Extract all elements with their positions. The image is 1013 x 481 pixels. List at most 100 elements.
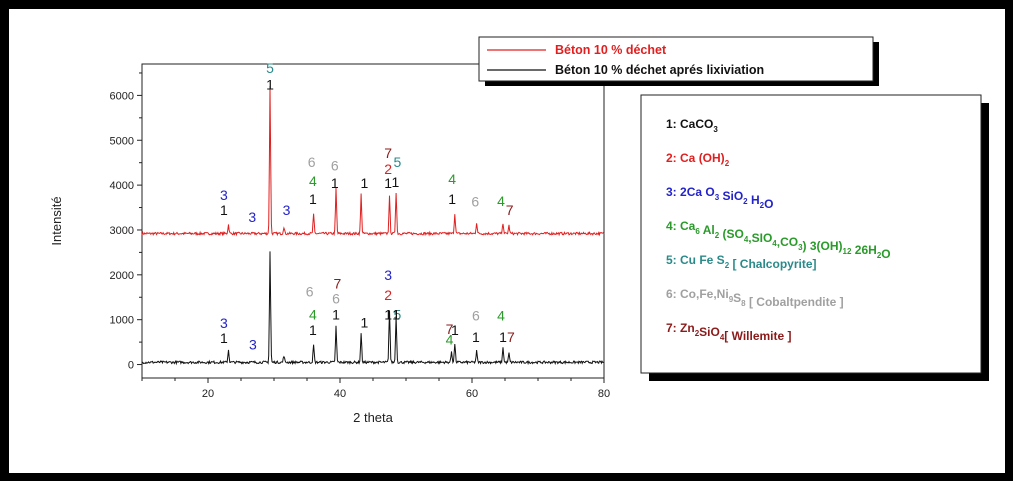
x-tick-label: 40 <box>334 388 346 400</box>
peak-marker: 3 <box>249 337 257 353</box>
formula-text: SiO <box>699 325 720 339</box>
formula-text: S <box>733 291 741 305</box>
plot-frame <box>141 63 605 379</box>
formula-subscript: 3 <box>798 243 803 252</box>
formula-subscript: 3 <box>715 193 720 202</box>
x-axis-label: 2 theta <box>353 410 394 425</box>
phase-number: 3: <box>666 185 680 199</box>
formula-text: [ Cobaltpendite ] <box>746 295 844 309</box>
series-line-2 <box>141 251 605 366</box>
peak-marker: 3 <box>220 187 228 203</box>
formula-subscript: 2 <box>725 159 730 168</box>
peak-marker: 1 <box>220 202 228 218</box>
formula-text: Ca (OH) <box>680 151 725 165</box>
peak-marker: 4 <box>448 171 456 187</box>
series-line-1 <box>141 85 605 237</box>
peak-marker: 5 <box>394 307 402 323</box>
peak-marker: 1 <box>472 329 480 345</box>
figure-canvas: 20 40 60 80 0 1000 2000 3000 4000 5000 6000 2 theta… <box>9 9 1005 473</box>
peak-marker: 1 <box>220 330 228 346</box>
formula-subscript: 4 <box>772 239 777 248</box>
y-tick-label: 0 <box>128 360 134 372</box>
phase-entry-1: 1: CaCO3 <box>666 117 718 134</box>
peak-marker: 1 <box>448 191 456 207</box>
peak-marker: 1 <box>392 307 400 323</box>
formula-subscript: 2 <box>877 251 882 260</box>
peak-marker: 1 <box>451 322 459 338</box>
peak-marker: 4 <box>497 308 505 324</box>
y-tick-label: 1000 <box>110 315 134 327</box>
y-tick-label: 3000 <box>110 225 134 237</box>
formula-subscript: 4 <box>720 333 725 342</box>
x-tick-label: 80 <box>598 388 610 400</box>
formula-subscript: 9 <box>729 295 734 304</box>
peak-marker: 2 <box>384 287 392 303</box>
peak-marker: 6 <box>306 283 314 299</box>
phase-entry-6: 6: Co,Fe,Ni9S8 [ Cobaltpendite ] <box>666 287 844 309</box>
formula-text: (SO <box>719 227 744 241</box>
legend-label-1: Béton 10 % déchet <box>555 43 667 57</box>
phase-number: 5: <box>666 253 680 267</box>
phase-number: 6: <box>666 287 680 301</box>
peak-marker: 3 <box>220 315 228 331</box>
formula-text: Al <box>700 223 715 237</box>
formula-subscript: 3 <box>713 125 718 134</box>
peak-marker: 3 <box>384 267 392 283</box>
peak-marker: 1 <box>361 314 369 330</box>
formula-subscript: 2 <box>695 329 700 338</box>
y-tick-label: 5000 <box>110 135 134 147</box>
peak-marker: 1 <box>392 174 400 190</box>
plot-area: 20 40 60 80 0 1000 2000 3000 4000 5000 6000 2 theta… <box>49 60 610 425</box>
x-tick-label: 20 <box>202 388 214 400</box>
peak-marker: 1 <box>499 329 507 345</box>
series-legend: Béton 10 % déchet Béton 10 % déchet aprés… <box>478 36 879 86</box>
legend-label-2: Béton 10 % déchet aprés lixiviation <box>555 63 764 77</box>
phase-entry-3: 3: 2Ca O3 SiO2 H2O <box>666 185 773 211</box>
formula-subscript: 8 <box>741 299 746 308</box>
formula-text: H <box>748 193 760 207</box>
peak-marker: 4 <box>309 307 317 323</box>
formula-text: 2Ca O <box>680 185 715 199</box>
formula-text: Cu Fe S <box>680 253 725 267</box>
phase-entry-5: 5: Cu Fe S2 [ Chalcopyrite] <box>666 253 817 271</box>
peak-marker: 1 <box>331 175 339 191</box>
peak-marker: 1 <box>384 307 392 323</box>
formula-text: Co,Fe,Ni <box>680 287 729 301</box>
formula-text: [ Willemite ] <box>724 329 791 343</box>
formula-subscript: 2 <box>725 261 730 270</box>
phase-entry-4: 4: Ca6 Al2 (SO4,SIO4,CO3) 3(OH)12 26H2O <box>666 219 891 261</box>
peak-marker: 3 <box>248 209 256 225</box>
x-tick-label: 60 <box>466 388 478 400</box>
formula-subscript: 2 <box>760 201 765 210</box>
phase-entry-7: 7: Zn2SiO4[ Willemite ] <box>666 321 792 343</box>
peak-marker: 4 <box>446 331 454 347</box>
y-axis-label: Intensité <box>49 196 64 245</box>
phase-number: 4: <box>666 219 680 233</box>
peak-marker: 6 <box>332 291 340 307</box>
peak-marker: 5 <box>266 60 274 76</box>
phase-number: 7: <box>666 321 680 335</box>
formula-text: O <box>881 247 890 261</box>
phase-entry-2: 2: Ca (OH)2 <box>666 151 730 168</box>
phase-number: 2: <box>666 151 680 165</box>
peak-marker: 6 <box>331 157 339 173</box>
formula-text: ,SIO <box>748 231 772 245</box>
peak-marker: 1 <box>384 175 392 191</box>
formula-subscript: 2 <box>715 231 720 240</box>
peak-marker: 2 <box>384 161 392 177</box>
formula-text: Ca <box>680 219 696 233</box>
formula-subscript: 2 <box>743 197 748 206</box>
formula-text: ) 3(OH) <box>803 239 843 253</box>
peak-marker: 4 <box>497 193 505 209</box>
peak-marker: 7 <box>333 275 341 291</box>
peak-marker: 6 <box>472 308 480 324</box>
peak-marker: 7 <box>446 321 454 337</box>
y-tick-label: 4000 <box>110 180 134 192</box>
peak-marker: 1 <box>309 322 317 338</box>
formula-subscript: 12 <box>843 247 852 256</box>
peak-marker: 7 <box>384 145 392 161</box>
peak-marker: 1 <box>266 77 274 93</box>
y-tick-label: 2000 <box>110 270 134 282</box>
